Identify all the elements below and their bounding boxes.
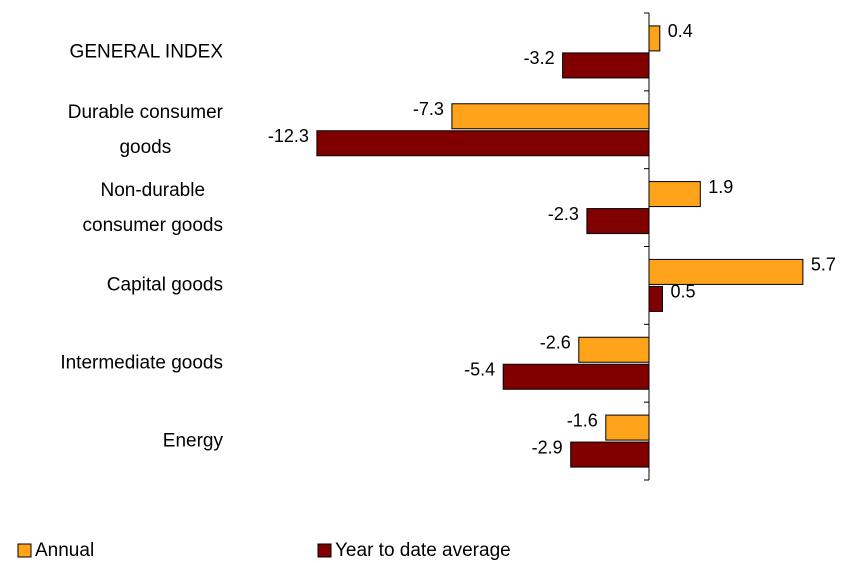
bar xyxy=(562,52,650,79)
bar xyxy=(648,181,701,208)
bar xyxy=(451,103,650,130)
category-label: Durable consumer goods xyxy=(67,101,223,158)
legend-swatch xyxy=(17,543,32,558)
category-label: Energy xyxy=(162,430,223,452)
value-label: -5.4 xyxy=(464,360,495,380)
value-label: -1.6 xyxy=(567,410,598,430)
value-label: -12.3 xyxy=(268,126,309,146)
category-label: Intermediate goods xyxy=(60,352,223,374)
value-label: -2.6 xyxy=(540,333,571,353)
value-label: -3.2 xyxy=(524,48,555,68)
value-label: -2.9 xyxy=(532,437,563,457)
value-label: -2.3 xyxy=(548,204,579,224)
value-label: 0.5 xyxy=(671,282,696,302)
value-label: -7.3 xyxy=(413,99,444,119)
value-label: 1.9 xyxy=(708,177,733,197)
bar xyxy=(586,208,650,235)
bar xyxy=(316,130,650,157)
category-label: Non-durable consumer goods xyxy=(82,179,223,236)
bar xyxy=(570,441,650,468)
bar xyxy=(578,336,650,363)
category-label: Capital goods xyxy=(106,274,223,296)
bar xyxy=(605,414,650,441)
legend-label: Annual xyxy=(35,540,94,561)
value-label: 5.7 xyxy=(811,255,836,275)
legend-swatch xyxy=(317,543,332,558)
bar xyxy=(648,258,804,285)
category-label: GENERAL INDEX xyxy=(69,41,223,63)
bar xyxy=(502,363,650,390)
value-label: 0.4 xyxy=(668,21,693,41)
bar xyxy=(648,25,661,52)
bar xyxy=(648,285,663,312)
legend-label: Year to date average xyxy=(335,540,511,561)
